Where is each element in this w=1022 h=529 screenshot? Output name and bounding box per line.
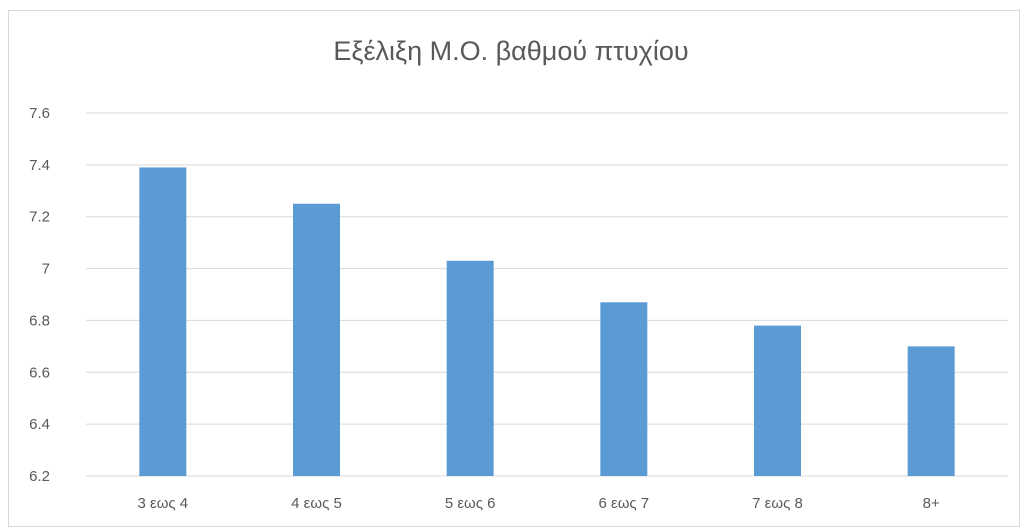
y-tick-label: 6.4 (29, 416, 50, 433)
x-tick-label: 8+ (923, 495, 940, 512)
y-tick-label: 7.4 (29, 157, 50, 174)
chart-title: Εξέλιξη Μ.Ο. βαθμού πτυχίου (333, 36, 689, 66)
y-tick-label: 7 (42, 261, 50, 278)
y-tick-label: 7.2 (29, 209, 50, 226)
bar (446, 260, 494, 476)
y-tick-label: 6.6 (29, 364, 50, 381)
x-tick-label: 7 εως 8 (752, 495, 803, 512)
y-tick-label: 7.6 (29, 105, 50, 122)
y-tick-label: 6.8 (29, 312, 50, 329)
bar (907, 346, 955, 476)
bar (600, 302, 648, 476)
bar (754, 325, 801, 476)
x-tick-label: 5 εως 6 (445, 495, 496, 512)
bar (139, 167, 187, 476)
x-tick-label: 6 εως 7 (599, 495, 650, 512)
x-tick-label: 4 εως 5 (291, 495, 342, 512)
x-tick-label: 3 εως 4 (138, 495, 189, 512)
y-tick-label: 6.2 (29, 468, 50, 485)
bar (293, 203, 340, 476)
